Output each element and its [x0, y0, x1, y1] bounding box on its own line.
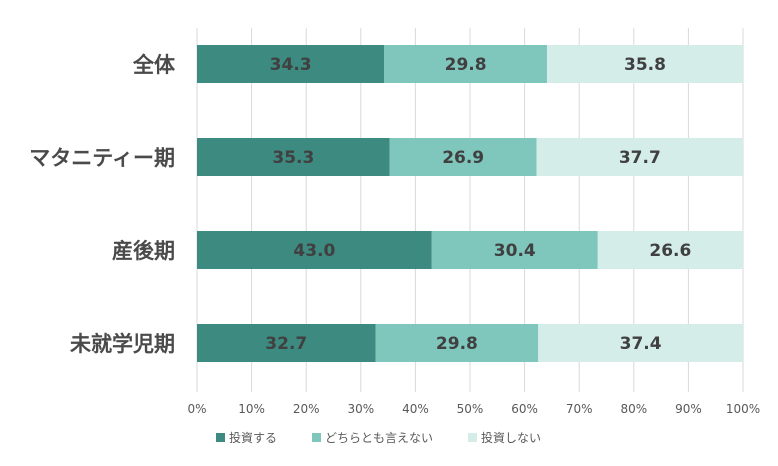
x-tick-label: 80%	[620, 402, 647, 416]
legend-label: 投資する	[229, 430, 277, 445]
x-axis-tick-labels: 0% 10% 20% 30% 40% 50% 60% 70% 80% 90% 100%	[187, 402, 760, 416]
x-tick-label: 0%	[187, 402, 206, 416]
category-label: マタニティー期	[29, 146, 175, 170]
bar-segment	[536, 138, 743, 176]
bar-segment	[197, 45, 385, 83]
x-tick-label: 20%	[293, 402, 320, 416]
data-label: 26.6	[649, 241, 691, 261]
data-label: 29.8	[436, 334, 478, 354]
bar-segment	[197, 138, 390, 176]
bar-segment	[431, 231, 598, 269]
bar-segment	[375, 324, 539, 362]
data-label: 43.0	[293, 241, 335, 261]
category-label: 未就学児期	[70, 332, 175, 356]
data-label: 35.8	[624, 55, 666, 75]
legend-swatch	[216, 433, 225, 442]
data-label: 35.3	[272, 148, 314, 168]
category-label: 産後期	[112, 239, 175, 263]
legend: 投資する どちらとも言えない 投資しない	[216, 430, 541, 445]
x-tick-label: 30%	[347, 402, 374, 416]
x-tick-label: 90%	[675, 402, 702, 416]
legend-label: 投資しない	[481, 430, 541, 445]
bar-segment	[197, 324, 376, 362]
bar-segment	[197, 231, 432, 269]
category-label: 全体	[132, 53, 176, 77]
data-label: 30.4	[494, 241, 536, 261]
bar-segment	[384, 45, 547, 83]
x-tick-label: 40%	[402, 402, 429, 416]
legend-label: どちらとも言えない	[325, 431, 433, 445]
bar-segment	[538, 324, 743, 362]
bar-segment	[389, 138, 537, 176]
x-tick-label: 100%	[726, 402, 760, 416]
bar-segment	[546, 45, 743, 83]
x-tick-label: 60%	[511, 402, 538, 416]
legend-swatch	[468, 433, 477, 442]
x-tick-label: 10%	[238, 402, 265, 416]
data-label: 32.7	[265, 334, 307, 354]
legend-swatch	[312, 433, 321, 442]
x-tick-label: 50%	[457, 402, 484, 416]
data-label: 29.8	[445, 55, 487, 75]
data-label: 26.9	[442, 148, 484, 168]
bar-segment	[597, 231, 743, 269]
data-label: 37.4	[620, 334, 662, 354]
bars: 34.3 29.8 35.8 35.3 26.9 37.7 43.0 30.4 26.6 32.7…	[197, 45, 743, 362]
data-label: 34.3	[270, 55, 312, 75]
x-tick-label: 70%	[566, 402, 593, 416]
data-label: 37.7	[619, 148, 661, 168]
